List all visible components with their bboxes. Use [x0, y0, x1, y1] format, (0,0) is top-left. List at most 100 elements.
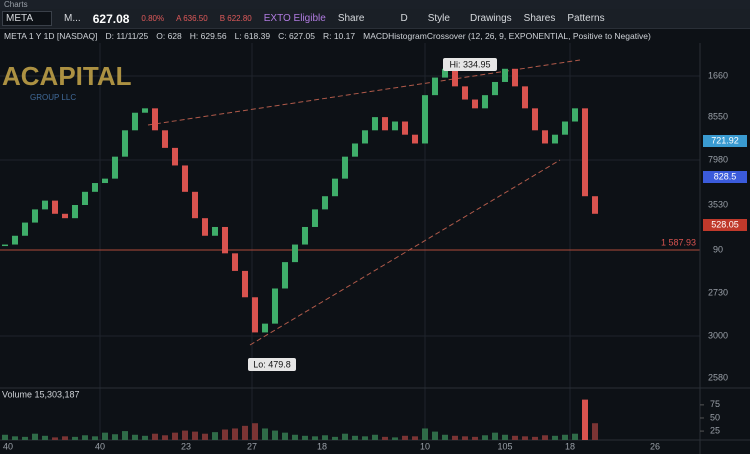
- x-label: 40: [95, 441, 105, 451]
- candle: [312, 209, 318, 227]
- x-label: 18: [317, 441, 327, 451]
- info-item: H: 629.56: [189, 30, 227, 41]
- volume-bar: [442, 434, 448, 440]
- volume-bar: [402, 435, 408, 440]
- price-label: 1 587.93: [661, 237, 696, 247]
- candle: [162, 130, 168, 148]
- volume-bar: [2, 434, 8, 440]
- price-label: 2730: [708, 287, 728, 297]
- period-button[interactable]: D: [400, 13, 408, 24]
- volume-bar: [92, 436, 98, 440]
- volume-bar: [62, 436, 68, 440]
- candle: [352, 143, 358, 157]
- volume-bar: [42, 435, 48, 440]
- volume-bar: [152, 433, 158, 440]
- price-box: [703, 219, 747, 231]
- volume-bar: [562, 434, 568, 440]
- x-label: 26: [650, 441, 660, 451]
- share-button[interactable]: Share: [337, 13, 365, 24]
- volume-bar: [522, 436, 528, 440]
- x-label: 40: [3, 441, 13, 451]
- x-label: 105: [497, 441, 512, 451]
- x-label: 18: [565, 441, 575, 451]
- price-label: 528.05: [711, 219, 739, 229]
- volume-bar: [32, 433, 38, 440]
- candle: [522, 86, 528, 109]
- candle: [462, 86, 468, 100]
- x-label: 27: [247, 441, 257, 451]
- candle: [542, 130, 548, 144]
- volume-tick-label: 25: [710, 425, 720, 435]
- style-button[interactable]: Style: [427, 13, 450, 24]
- lo-box: [248, 358, 296, 371]
- volume-bar: [592, 423, 598, 440]
- volume-bar: [552, 435, 558, 440]
- candle: [532, 108, 538, 131]
- info-bar: META 1 Y 1D [NASDAQ] D: 11/11/25 O: 628 H: …: [0, 29, 750, 42]
- volume-bar: [322, 435, 328, 440]
- volume-bar: [532, 436, 538, 440]
- candle: [112, 156, 118, 179]
- candle: [472, 99, 478, 109]
- candle: [12, 235, 18, 245]
- tab[interactable]: Charts: [4, 0, 28, 9]
- volume-bar: [462, 436, 468, 440]
- candle: [202, 218, 208, 236]
- candle: [492, 81, 498, 96]
- info-item: R: 10.17: [322, 30, 356, 41]
- candle: [232, 253, 238, 271]
- candle: [222, 226, 228, 254]
- volume-bar: [162, 435, 168, 440]
- trend-line: [249, 159, 561, 346]
- volume-bar: [72, 436, 78, 440]
- candle: [282, 262, 288, 289]
- candle: [42, 200, 48, 210]
- menu[interactable]: M...: [64, 13, 81, 24]
- volume-bar: [292, 434, 298, 440]
- candle: [412, 134, 418, 144]
- candle: [152, 108, 158, 131]
- toolbar: META M... 627.08 0.80% A 636.50 B 622.80…: [0, 9, 750, 29]
- volume-bar: [182, 430, 188, 440]
- candle: [252, 297, 258, 333]
- candle: [572, 108, 578, 122]
- price-label: 3530: [708, 199, 728, 209]
- price-box: [703, 135, 747, 147]
- price-label: 828.5: [714, 171, 737, 181]
- shares-button[interactable]: Shares: [523, 13, 556, 24]
- hi-label: Hi: 334.95: [449, 59, 490, 69]
- candle: [342, 156, 348, 179]
- volume-bar: [12, 436, 18, 440]
- volume-bar: [302, 435, 308, 440]
- symbol-input[interactable]: META: [2, 11, 53, 26]
- patterns-button[interactable]: Patterns: [567, 13, 605, 24]
- last-price: 627.08: [92, 11, 130, 26]
- candle: [2, 244, 8, 247]
- candle: [582, 108, 588, 197]
- volume-bar: [342, 433, 348, 440]
- logo: ACAPITAL: [2, 61, 132, 91]
- candle: [52, 200, 58, 214]
- drawings-button[interactable]: Drawings: [469, 13, 512, 24]
- candle: [502, 68, 508, 82]
- info-item: L: 618.39: [234, 30, 271, 41]
- volume-bar: [312, 436, 318, 440]
- ext-button[interactable]: EXTO Eligible: [263, 13, 326, 24]
- volume-bar: [352, 435, 358, 440]
- price-label: 721.92: [711, 135, 739, 145]
- price-label: 1660: [708, 70, 728, 80]
- volume-tick-label: 75: [710, 399, 720, 409]
- candle: [302, 226, 308, 245]
- volume-bar: [452, 435, 458, 440]
- candle: [82, 191, 88, 205]
- x-label: 23: [181, 441, 191, 451]
- logo-sub: GROUP LLC: [30, 93, 76, 102]
- candle: [512, 68, 518, 87]
- volume-bar: [202, 433, 208, 440]
- volume-bar: [382, 436, 388, 440]
- x-label: 10: [420, 441, 430, 451]
- info-item: C: 627.05: [278, 30, 315, 41]
- volume-bar: [252, 423, 258, 440]
- volume-bar: [22, 436, 28, 440]
- candle: [142, 108, 148, 113]
